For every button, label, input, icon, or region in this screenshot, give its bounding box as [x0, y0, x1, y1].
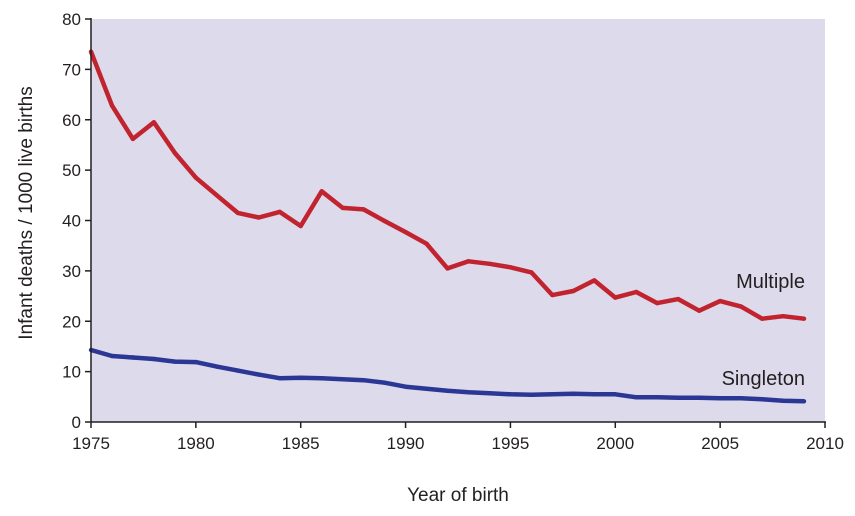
data-point-singleton — [298, 375, 303, 380]
data-point-singleton — [508, 392, 513, 397]
data-point-multiple — [214, 193, 219, 198]
data-point-singleton — [235, 368, 240, 373]
data-point-multiple — [529, 270, 534, 275]
data-point-singleton — [717, 396, 723, 401]
data-point-singleton — [340, 377, 345, 382]
y-tick-label: 70 — [62, 60, 81, 79]
y-tick-label: 30 — [62, 262, 81, 281]
data-point-singleton — [319, 376, 324, 381]
data-point-multiple — [697, 308, 702, 313]
data-point-singleton — [550, 392, 555, 397]
data-point-singleton — [172, 359, 178, 364]
axes-layer: 0 10 20 30 40 50 60 70 80 1975 1980 1985 1990 1995 200… — [62, 10, 844, 453]
data-point-multiple — [277, 209, 282, 215]
data-point-multiple — [298, 223, 303, 229]
data-point-multiple — [361, 207, 366, 212]
x-tick-label: 2000 — [596, 434, 634, 453]
data-point-multiple — [676, 296, 681, 302]
data-point-singleton — [403, 384, 408, 389]
data-point-singleton — [193, 359, 199, 365]
data-point-multiple — [151, 120, 157, 125]
data-point-multiple — [634, 289, 639, 295]
y-tick-label: 60 — [62, 111, 81, 130]
data-point-multiple — [172, 150, 178, 156]
data-point-multiple — [319, 189, 324, 194]
data-point-singleton — [277, 376, 282, 381]
data-point-singleton — [466, 390, 471, 395]
data-point-multiple — [655, 300, 660, 306]
data-point-multiple — [466, 259, 471, 264]
data-point-singleton — [529, 392, 534, 397]
x-tick-label: 2010 — [806, 434, 844, 453]
y-tick-label: 10 — [62, 363, 81, 382]
data-point-multiple — [801, 316, 807, 321]
data-point-singleton — [571, 391, 576, 396]
data-point-multiple — [109, 103, 115, 108]
data-point-multiple — [508, 265, 513, 270]
x-tick-label: 1985 — [282, 434, 320, 453]
data-point-singleton — [382, 380, 387, 385]
data-point-singleton — [613, 392, 618, 397]
data-point-singleton — [738, 396, 744, 401]
x-tick-label: 1995 — [492, 434, 530, 453]
y-tick-label: 80 — [62, 10, 81, 29]
data-point-singleton — [130, 355, 136, 360]
data-point-multiple — [403, 229, 408, 235]
data-point-singleton — [655, 395, 660, 400]
x-tick-label: 1980 — [177, 434, 215, 453]
series-label-singleton: Singleton — [722, 368, 805, 390]
data-point-multiple — [759, 316, 765, 321]
plot-area — [91, 19, 825, 422]
data-point-multiple — [193, 175, 199, 180]
data-point-multiple — [487, 261, 492, 266]
series-label-multiple: Multiple — [736, 271, 805, 293]
x-tick-label: 2005 — [701, 434, 739, 453]
data-point-multiple — [340, 205, 345, 211]
x-tick-label: 1975 — [72, 434, 110, 453]
data-point-singleton — [151, 356, 157, 362]
data-point-singleton — [697, 395, 702, 400]
data-point-singleton — [445, 388, 450, 393]
data-point-singleton — [634, 395, 639, 400]
data-point-singleton — [592, 392, 597, 397]
data-point-multiple — [130, 136, 136, 142]
data-point-multiple — [780, 314, 786, 319]
data-point-singleton — [424, 386, 429, 391]
data-point-multiple — [571, 288, 576, 294]
data-point-multiple — [382, 218, 387, 224]
y-tick-label: 20 — [62, 312, 81, 331]
data-point-multiple — [592, 278, 597, 283]
x-axis-title: Year of birth — [407, 485, 509, 506]
data-point-multiple — [613, 295, 618, 300]
data-point-singleton — [361, 378, 366, 383]
data-point-multiple — [445, 266, 450, 271]
series-layer — [88, 49, 807, 404]
data-point-multiple — [424, 241, 429, 246]
data-point-singleton — [780, 398, 786, 403]
y-tick-label: 40 — [62, 212, 81, 231]
data-point-singleton — [214, 364, 219, 369]
data-point-singleton — [759, 397, 765, 402]
data-point-singleton — [487, 391, 492, 396]
data-point-singleton — [676, 395, 681, 400]
data-point-singleton — [801, 399, 807, 404]
data-point-multiple — [717, 298, 723, 304]
x-tick-label: 1990 — [387, 434, 425, 453]
data-point-multiple — [738, 304, 744, 309]
data-point-multiple — [550, 292, 555, 298]
y-axis-title: Infant deaths / 1000 live births — [16, 86, 37, 340]
data-point-singleton — [109, 353, 115, 359]
y-tick-label: 0 — [72, 413, 81, 432]
data-point-singleton — [256, 372, 261, 377]
y-tick-label: 50 — [62, 161, 81, 180]
data-point-multiple — [256, 215, 261, 220]
data-point-multiple — [235, 210, 240, 216]
